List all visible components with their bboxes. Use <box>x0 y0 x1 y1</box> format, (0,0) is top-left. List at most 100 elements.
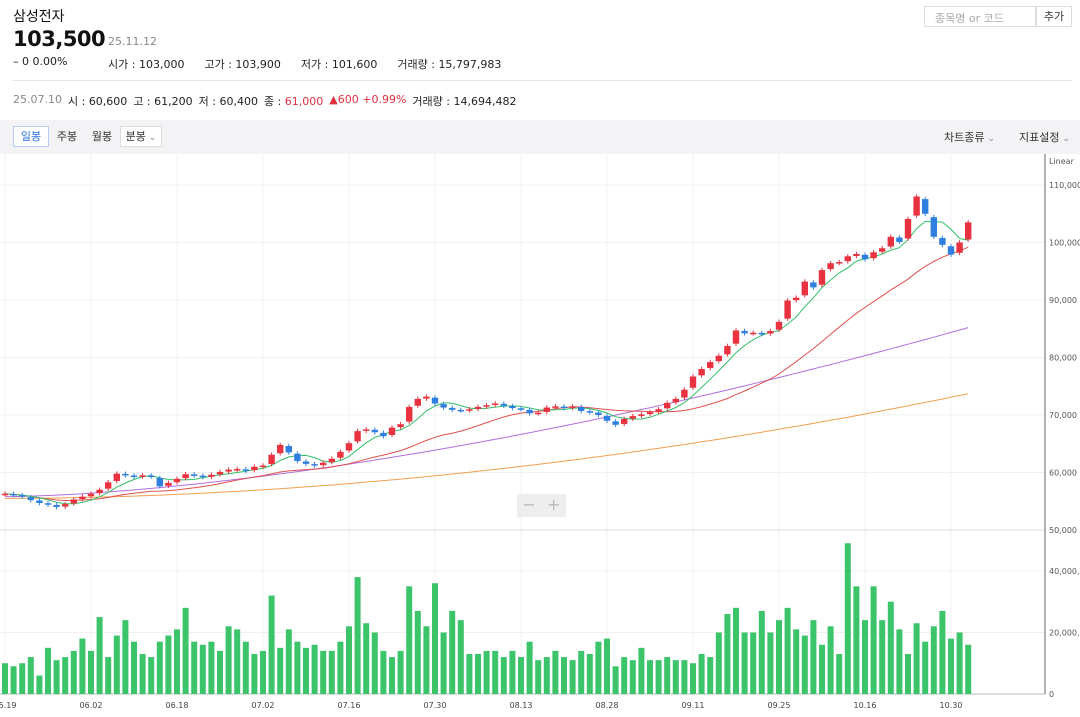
tab-monthly[interactable]: 월봉 <box>91 130 113 143</box>
candle-body <box>44 503 52 505</box>
price-tick-label: 70,000 <box>1049 411 1077 420</box>
candle-body <box>922 199 929 214</box>
candle-body <box>775 321 783 330</box>
volume-bar <box>810 620 817 694</box>
candle-body <box>629 416 636 419</box>
tab-weekly[interactable]: 주봉 <box>56 130 78 143</box>
chart-area[interactable]: 50,000 60,000 70,000 80,000 90,000 100,000 110… <box>0 154 1080 717</box>
volume-bar <box>423 626 430 694</box>
volume-bar <box>543 657 550 694</box>
volume-bar <box>956 632 963 694</box>
cursor-diff: ▲600 +0.99% <box>329 93 407 106</box>
volume-bar <box>10 666 17 694</box>
volume-bar <box>371 632 378 694</box>
volume-bar <box>690 663 696 694</box>
candle-body <box>844 256 851 262</box>
stock-search-input[interactable]: 종목명 or 코드 <box>924 6 1036 27</box>
volume-bar <box>148 657 155 694</box>
chart-type-dropdown[interactable]: 차트종류 ⌄ <box>944 131 995 144</box>
volume-bar <box>131 641 137 694</box>
volume-bar <box>406 586 413 694</box>
candle-body <box>560 406 568 409</box>
date-tick-label: 09.25 <box>768 701 791 710</box>
volume-tick-label: 20,000,000 <box>1049 628 1080 637</box>
volume-bar <box>707 657 714 694</box>
add-stock-button[interactable]: 추가 <box>1036 6 1072 27</box>
candle-body <box>621 419 628 424</box>
stock-name: 삼성전자 <box>13 9 65 25</box>
tab-minute[interactable]: 분봉 ⌄ <box>120 126 162 147</box>
date-tick-label: 05.19 <box>0 701 16 710</box>
candle-body <box>1 493 9 496</box>
volume-bar <box>604 638 610 694</box>
current-price: 103,500 <box>13 27 106 51</box>
zoom-out-button[interactable]: − <box>522 495 536 514</box>
candle-body <box>466 409 473 411</box>
candle-body <box>595 412 602 415</box>
candle-body <box>36 500 43 503</box>
volume-bar <box>801 635 808 694</box>
candle-body <box>87 493 95 497</box>
candle-body <box>173 478 181 483</box>
ma5-line <box>4 221 969 505</box>
chevron-down-icon: ⌄ <box>984 134 995 144</box>
volume-bar <box>930 626 937 694</box>
volume-bar <box>225 626 232 694</box>
change-value: 0 0.00% <box>22 55 68 68</box>
volume-bar <box>922 641 929 694</box>
volume-tick-label: 0 <box>1049 690 1054 699</box>
candle-body <box>784 300 791 319</box>
candle-body <box>707 362 714 368</box>
candle-body <box>535 412 542 415</box>
candle-body <box>242 469 249 471</box>
volume-bar <box>595 641 602 694</box>
candle-body <box>285 446 292 453</box>
volume-bar <box>784 607 791 694</box>
volume-bar <box>397 650 404 694</box>
price-tick-label: 100,000 <box>1049 239 1080 248</box>
zoom-in-button[interactable]: + <box>547 495 561 514</box>
candle-body <box>70 499 77 504</box>
cursor-date: 25.07.10 <box>13 93 62 106</box>
volume-bar <box>578 650 585 694</box>
volume-bar <box>939 610 946 694</box>
volume-bar <box>466 654 473 694</box>
volume-bar <box>905 654 911 694</box>
candle-body <box>552 406 559 408</box>
volume-bar <box>45 647 51 694</box>
candle-body <box>793 297 800 301</box>
candle-body <box>259 465 267 468</box>
volume-bar <box>887 601 894 694</box>
cursor-info: 25.07.10 시 : 60,600 고 : 61,200 저 : 60,40… <box>13 93 516 109</box>
candle-body <box>646 412 654 415</box>
volume-bar <box>715 632 722 694</box>
date-tick-label: 08.13 <box>510 701 533 710</box>
tab-daily[interactable]: 일봉 <box>13 126 49 147</box>
candle-body <box>414 398 421 406</box>
volume-bar <box>638 647 645 694</box>
candle-body <box>354 431 361 442</box>
indicator-settings-dropdown[interactable]: 지표설정 ⌄ <box>1019 131 1070 144</box>
candle-body <box>818 270 826 285</box>
candle-body <box>861 254 869 260</box>
candle-body <box>371 429 378 433</box>
ma20-line <box>4 246 969 502</box>
change-arrow: – <box>13 55 19 68</box>
volume-bar <box>363 623 370 694</box>
candle-body <box>62 504 69 507</box>
volume-bar <box>862 620 868 694</box>
volume-bar <box>165 635 172 694</box>
stock-chart-svg[interactable]: 50,000 60,000 70,000 80,000 90,000 100,000 110… <box>0 154 1080 717</box>
candle-body <box>431 397 439 404</box>
candle-body <box>509 406 516 409</box>
candle-body <box>879 248 886 252</box>
volume-bar <box>672 660 679 694</box>
candle-body <box>225 469 232 472</box>
candle-body <box>853 254 860 256</box>
volume-bar <box>767 632 774 694</box>
volume-bar <box>793 629 800 694</box>
volume-bar <box>733 607 739 694</box>
volume-bar <box>328 650 335 694</box>
volume-bar <box>449 610 456 694</box>
volume-bar <box>320 650 327 694</box>
